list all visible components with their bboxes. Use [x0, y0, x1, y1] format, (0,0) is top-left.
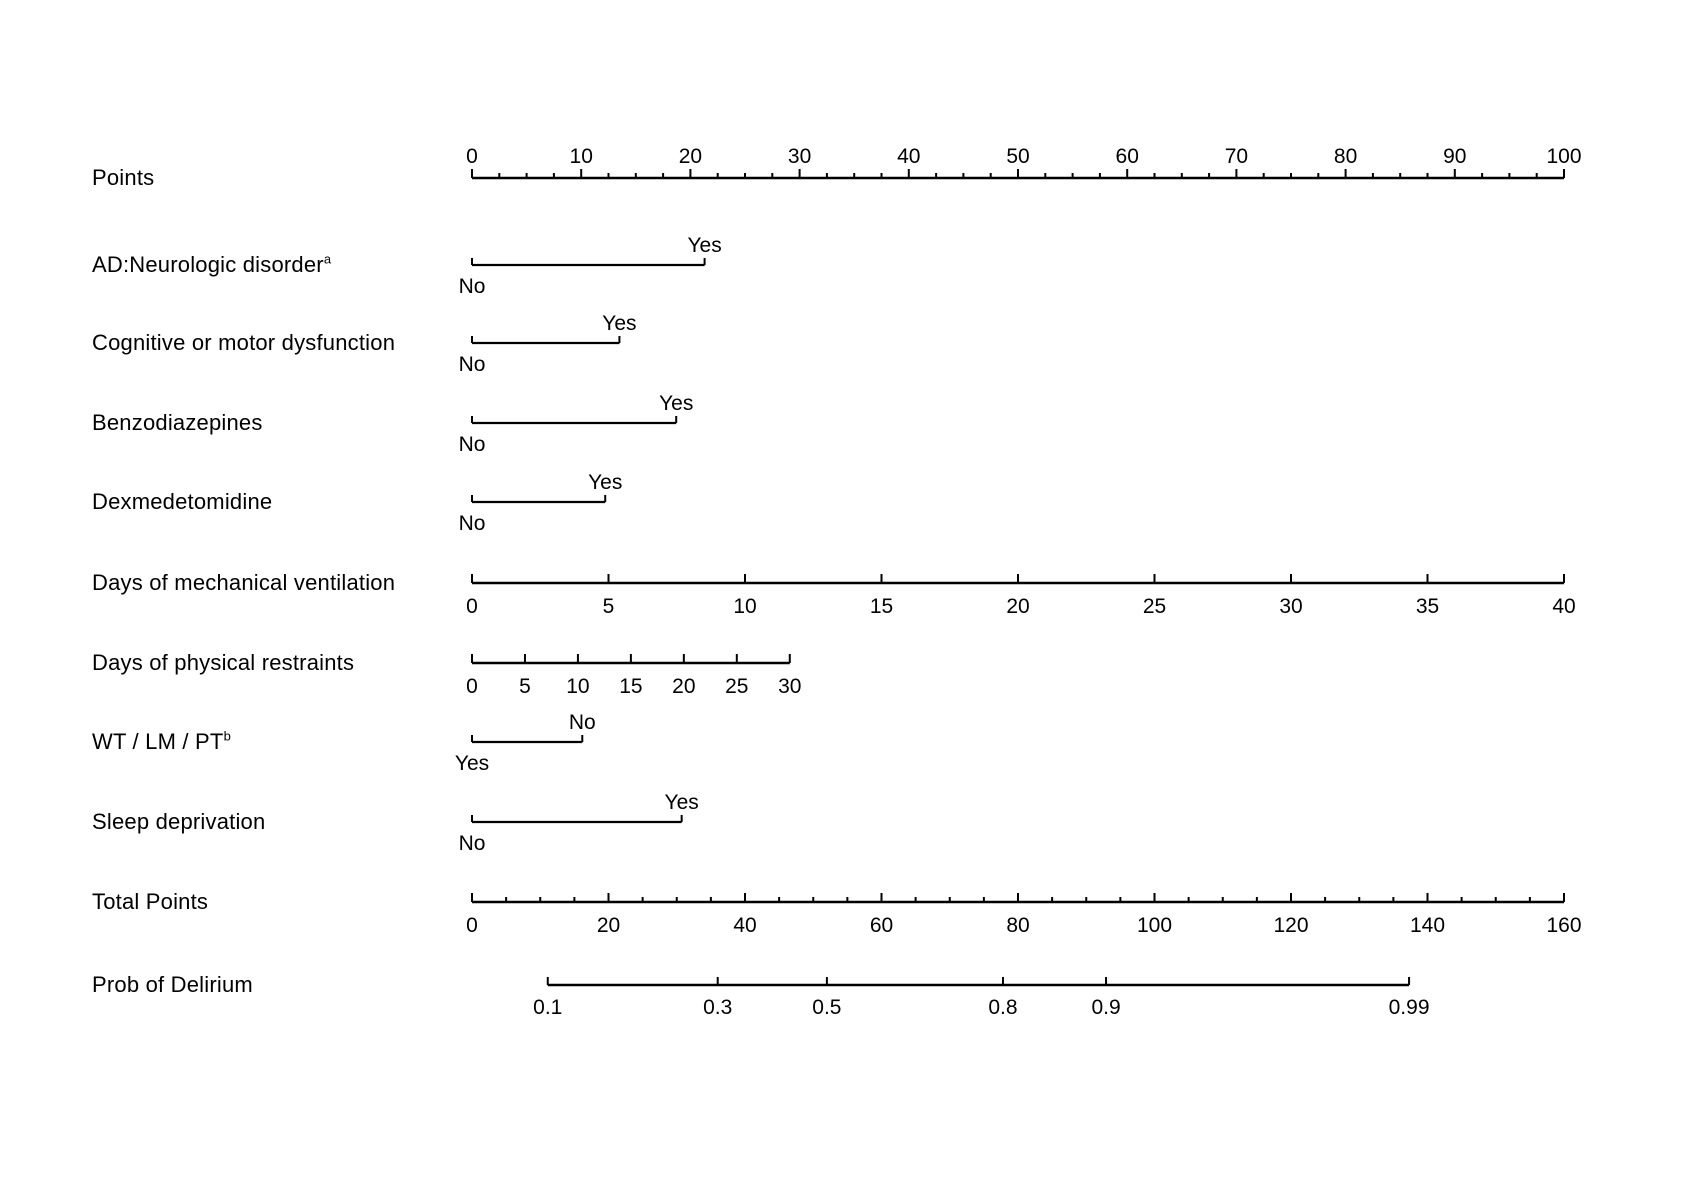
tick-label: 20	[679, 145, 702, 168]
row-label-ad-neurologic-disorder: AD:Neurologic disordera	[92, 251, 332, 277]
tick-label: 100	[1546, 145, 1581, 168]
tick-label: 0.9	[1091, 996, 1120, 1019]
row-label-days-of-physical-restraints: Days of physical restraints	[92, 650, 355, 675]
nomogram-row-days-of-physical-restraints: 0 5 10 15 20 25 30	[466, 654, 801, 698]
row-label-days-of-mechanical-ventilation: Days of mechanical ventilation	[92, 570, 396, 595]
nomogram-row-days-of-mechanical-ventilation: 0 5 10 15 20 25 30 35 40	[466, 574, 1576, 618]
level-label-yes: Yes	[602, 312, 636, 335]
tick-label: 50	[1006, 145, 1029, 168]
tick-label: 0	[466, 595, 478, 618]
level-label-no: No	[459, 512, 486, 535]
tick-label: 60	[1116, 145, 1139, 168]
tick-label: 15	[619, 675, 642, 698]
nomogram-row-total-points: 0 20 40 60 80 100 120 140 160	[466, 893, 1582, 937]
tick-label: 15	[870, 595, 893, 618]
tick-label: 0	[466, 675, 478, 698]
tick-label: 70	[1225, 145, 1248, 168]
row-label-prob-of-delirium: Prob of Delirium	[92, 972, 253, 997]
tick-label: 20	[672, 675, 695, 698]
nomogram-row-prob-of-delirium: 0.1 0.3 0.5 0.8 0.9 0.99	[533, 977, 1430, 1019]
level-label-no: No	[459, 353, 486, 376]
row-label-total-points: Total Points	[92, 889, 209, 914]
tick-label: 100	[1137, 914, 1172, 937]
tick-label: 60	[870, 914, 893, 937]
row-label-benzodiazepines: Benzodiazepines	[92, 410, 263, 435]
nomogram-row-sleep-deprivation: No Yes	[459, 791, 699, 855]
tick-label: 80	[1006, 914, 1029, 937]
tick-label: 30	[1279, 595, 1302, 618]
tick-label: 5	[519, 675, 531, 698]
level-label-no: No	[569, 711, 596, 734]
tick-label: 5	[603, 595, 615, 618]
tick-label: 0.5	[812, 996, 841, 1019]
tick-label: 140	[1410, 914, 1445, 937]
level-label-yes: Yes	[588, 471, 622, 494]
tick-label: 30	[788, 145, 811, 168]
tick-label: 80	[1334, 145, 1357, 168]
row-label-sleep-deprivation: Sleep deprivation	[92, 809, 266, 834]
tick-label: 40	[897, 145, 920, 168]
nomogram-row-points: 0 10 20 30 40 50 60 70 80 90 100	[466, 145, 1582, 180]
tick-label: 35	[1416, 595, 1439, 618]
tick-label: 0.8	[988, 996, 1017, 1019]
level-label-yes: Yes	[687, 234, 721, 257]
row-label-dexmedetomidine: Dexmedetomidine	[92, 489, 273, 514]
tick-label: 10	[570, 145, 593, 168]
level-label-yes: Yes	[659, 392, 693, 415]
tick-label: 120	[1273, 914, 1308, 937]
tick-label: 0	[466, 914, 478, 937]
tick-label: 20	[1006, 595, 1029, 618]
tick-label: 30	[778, 675, 801, 698]
tick-label: 40	[733, 914, 756, 937]
tick-label: 90	[1443, 145, 1466, 168]
level-label-yes: Yes	[455, 752, 489, 775]
tick-label: 0	[466, 145, 478, 168]
nomogram-row-dexmedetomidine: No Yes	[459, 471, 623, 535]
tick-label: 10	[733, 595, 756, 618]
level-label-no: No	[459, 832, 486, 855]
tick-label: 160	[1546, 914, 1581, 937]
level-label-yes: Yes	[665, 791, 699, 814]
row-label-wt-lm-pt: WT / LM / PTb	[92, 728, 231, 754]
tick-label: 0.1	[533, 996, 562, 1019]
tick-label: 0.99	[1389, 996, 1430, 1019]
nomogram-row-benzodiazepines: No Yes	[459, 392, 694, 456]
nomogram-row-ad-neurologic-disorder: No Yes	[459, 234, 722, 298]
level-label-no: No	[459, 433, 486, 456]
row-label-points: Points	[92, 165, 155, 190]
tick-label: 0.3	[703, 996, 732, 1019]
tick-label: 10	[566, 675, 589, 698]
tick-label: 25	[1143, 595, 1166, 618]
tick-label: 25	[725, 675, 748, 698]
nomogram-row-wt-lm-pt: Yes No	[455, 711, 596, 775]
nomogram-row-cognitive-or-motor-dysfunction: No Yes	[459, 312, 637, 376]
tick-label: 40	[1552, 595, 1575, 618]
tick-label: 20	[597, 914, 620, 937]
level-label-no: No	[459, 275, 486, 298]
row-label-cognitive-or-motor-dysfunction: Cognitive or motor dysfunction	[92, 330, 396, 355]
